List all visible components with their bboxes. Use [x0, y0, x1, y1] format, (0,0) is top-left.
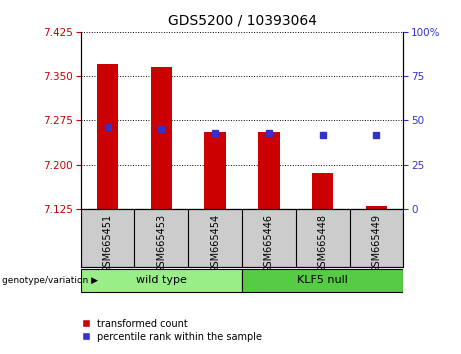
Bar — [204, 132, 226, 209]
Title: GDS5200 / 10393064: GDS5200 / 10393064 — [167, 14, 317, 28]
Bar — [97, 64, 118, 209]
Text: GSM665451: GSM665451 — [102, 213, 112, 273]
Text: GSM665448: GSM665448 — [318, 213, 328, 273]
Text: GSM665454: GSM665454 — [210, 213, 220, 273]
Text: GSM665449: GSM665449 — [372, 213, 382, 273]
FancyBboxPatch shape — [81, 269, 242, 292]
Text: genotype/variation ▶: genotype/variation ▶ — [2, 276, 98, 285]
Bar — [151, 67, 172, 209]
Text: GSM665453: GSM665453 — [156, 213, 166, 273]
Text: GSM665446: GSM665446 — [264, 213, 274, 273]
Text: wild type: wild type — [136, 275, 187, 285]
Text: KLF5 null: KLF5 null — [297, 275, 348, 285]
Bar — [366, 206, 387, 209]
FancyBboxPatch shape — [242, 269, 403, 292]
Bar — [258, 132, 280, 209]
Legend: transformed count, percentile rank within the sample: transformed count, percentile rank withi… — [77, 315, 266, 346]
Bar — [312, 173, 333, 209]
